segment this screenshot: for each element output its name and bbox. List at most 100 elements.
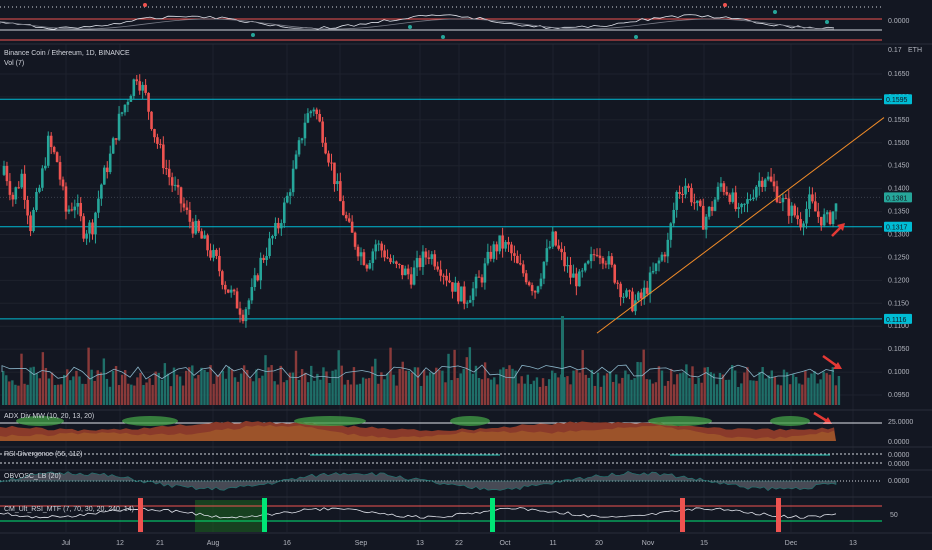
volume-bar — [526, 374, 529, 405]
trendline[interactable] — [596, 117, 885, 334]
volume-bar — [300, 369, 304, 405]
candle-body — [371, 251, 375, 264]
candle-body — [167, 168, 171, 178]
volume-bar — [72, 376, 75, 405]
candle-body — [763, 179, 767, 187]
candle-body — [238, 308, 242, 315]
volume-bar — [340, 365, 343, 405]
volume-bar — [279, 365, 282, 405]
volume-bar — [395, 385, 398, 405]
candle-body — [802, 223, 805, 228]
candle-body — [374, 244, 378, 252]
candle-body — [457, 282, 460, 302]
volume-bar — [590, 369, 594, 405]
candle-body — [14, 187, 18, 200]
time-tick-label: 12 — [116, 540, 124, 547]
volume-bar — [136, 377, 139, 405]
volume-bar — [764, 378, 767, 405]
price-tick-label: 0.17 — [888, 47, 902, 54]
volume-bar — [648, 379, 651, 405]
cm-ult-rsi-pane — [0, 498, 882, 532]
adx-green-hump — [450, 416, 490, 426]
volume-bar — [422, 369, 426, 405]
candle-body — [693, 202, 696, 204]
level-tag — [884, 94, 912, 105]
volume-bar — [523, 383, 526, 405]
candle-body — [757, 180, 761, 187]
candle-body — [811, 194, 814, 202]
candle-body — [85, 233, 88, 239]
volume-bar — [87, 347, 90, 405]
level-tag-label: 0.1116 — [886, 317, 906, 324]
volume-bar — [691, 366, 694, 405]
candle-body — [229, 289, 233, 293]
candle-body — [350, 221, 354, 233]
candle-body — [132, 79, 136, 96]
candle-body — [690, 187, 693, 203]
candle-body — [2, 165, 6, 175]
arrow-up-icon — [831, 223, 845, 237]
volume-bar — [505, 369, 508, 405]
candle-body — [598, 255, 602, 259]
volume-bar — [364, 378, 368, 405]
volume-bar — [697, 377, 700, 405]
volume-bar — [773, 376, 777, 405]
candle-body — [300, 138, 304, 141]
time-tick-label: Oct — [500, 540, 511, 547]
symbol-title: Binance Coin / Ethereum, 1D, BINANCE — [4, 50, 130, 57]
candle-body — [162, 144, 165, 169]
candle-body — [26, 199, 29, 216]
signal-dot — [143, 3, 147, 7]
volume-bar — [727, 379, 731, 405]
candle-body — [436, 266, 440, 270]
candle-body — [100, 184, 103, 199]
candle-body — [103, 167, 106, 185]
volume-bar — [139, 372, 142, 405]
price-tick-label: 0.1550 — [888, 117, 910, 124]
volume-bar — [224, 378, 228, 405]
candle-body — [778, 201, 782, 203]
volume-bar — [743, 372, 746, 405]
cm-signal-bar — [680, 498, 685, 532]
volume-bar — [822, 371, 825, 405]
candle-body — [327, 153, 330, 163]
volume-bar — [785, 372, 789, 405]
candle-body — [654, 263, 658, 271]
volume-bar — [32, 366, 35, 405]
volume-bar — [206, 372, 209, 405]
volume-bar — [111, 370, 115, 405]
candle-body — [495, 244, 499, 252]
candle-body — [828, 212, 832, 225]
time-tick-label: 11 — [549, 540, 556, 547]
volume-bar — [715, 384, 719, 405]
volume-bar — [828, 374, 831, 405]
volume-bar — [334, 369, 337, 405]
volume-bar — [572, 370, 575, 405]
candle-body — [46, 135, 50, 166]
volume-bar — [453, 349, 456, 405]
candle-body — [412, 267, 416, 285]
volume-bar — [712, 373, 716, 405]
volume-bar — [316, 373, 319, 405]
adx-axis-value-top: 25.0000 — [888, 419, 913, 426]
volume-bar — [810, 373, 813, 405]
candle-body — [675, 192, 678, 210]
candle-body — [687, 185, 690, 188]
candle-body — [114, 138, 118, 140]
adx-axis-value-bottom: 0.0000 — [888, 439, 910, 446]
volume-bar — [770, 370, 773, 405]
candle-body — [639, 292, 643, 299]
candle-body — [35, 191, 38, 210]
volume-bar — [819, 379, 822, 405]
volume-bar — [688, 378, 691, 405]
volume-bar — [447, 353, 450, 405]
candle-body — [462, 286, 466, 304]
price-tick-label: 0.1300 — [888, 232, 910, 239]
candle-body — [271, 235, 274, 239]
volume-bar — [261, 375, 264, 405]
price-tick-label: 0.1650 — [888, 71, 910, 78]
candle-body — [775, 186, 779, 202]
candle-body — [392, 261, 395, 263]
candle-body — [398, 263, 401, 265]
